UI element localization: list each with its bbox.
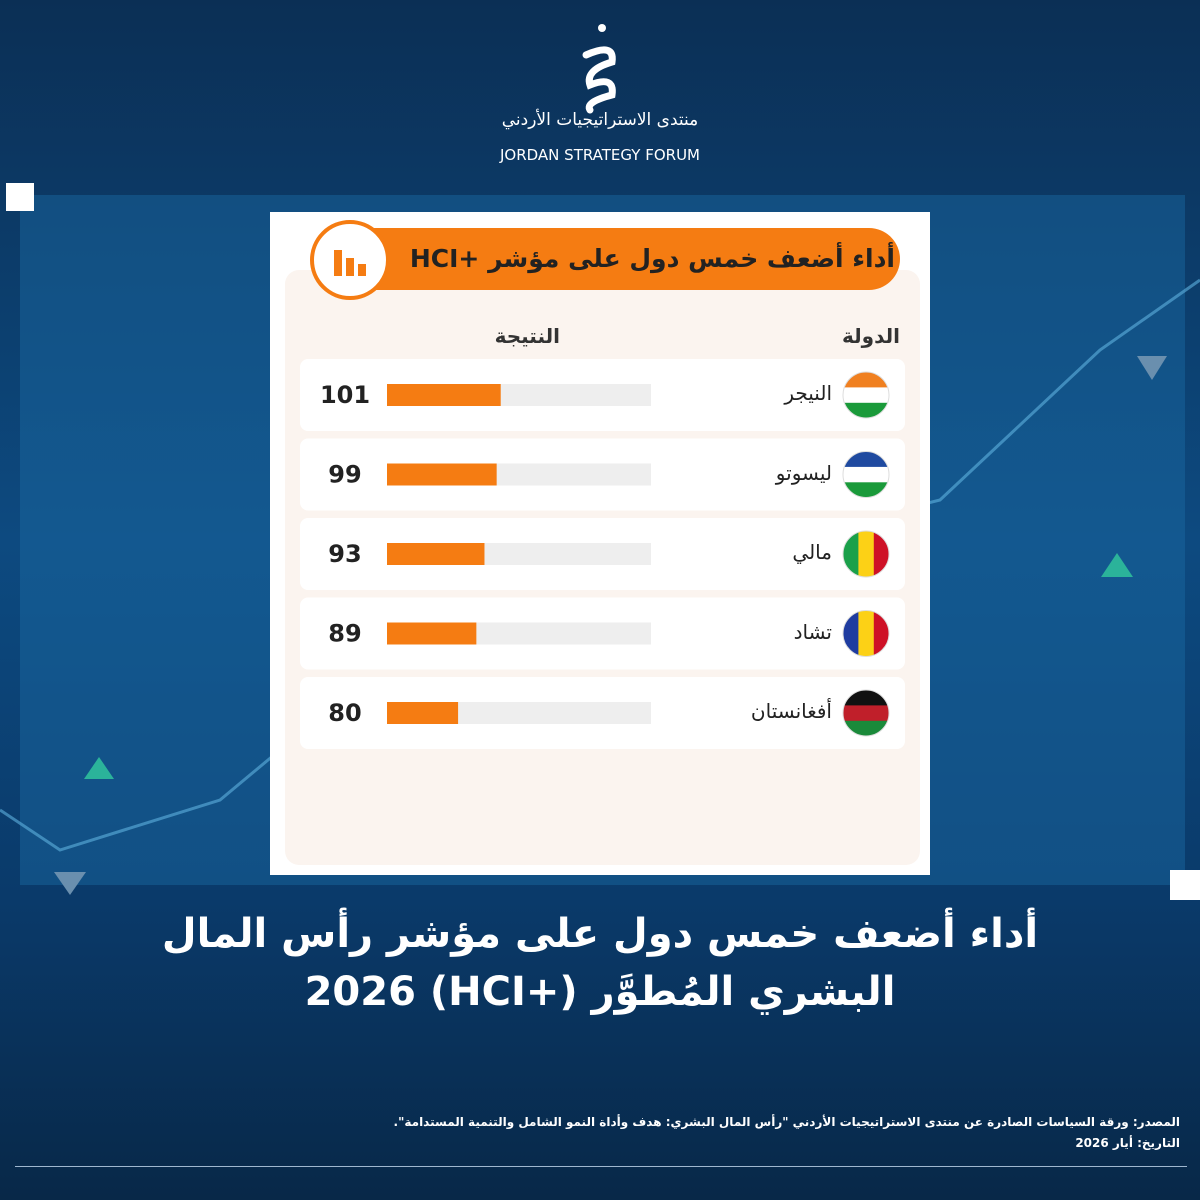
bar bbox=[387, 543, 485, 565]
flag-stripe bbox=[843, 531, 859, 577]
date: التاريخ: أيار 2026 bbox=[1075, 1136, 1180, 1150]
category-label: النيجر bbox=[784, 381, 832, 405]
decor-triangle bbox=[54, 872, 86, 895]
category-label: مالي bbox=[792, 540, 832, 564]
logo-arabic: منتدى الاستراتيجيات الأردني bbox=[501, 110, 699, 130]
flag-stripe bbox=[873, 610, 889, 657]
flag-stripe bbox=[858, 610, 874, 657]
value-label: 80 bbox=[328, 699, 361, 727]
value-label: 89 bbox=[328, 620, 361, 648]
flag-stripe bbox=[843, 402, 889, 418]
value-header: النتيجة bbox=[494, 324, 560, 348]
flag-ring bbox=[842, 451, 890, 498]
flag-ring bbox=[842, 371, 890, 419]
decor-triangle bbox=[84, 757, 114, 779]
title-pill bbox=[320, 228, 900, 290]
title-icon-bars bbox=[334, 250, 366, 276]
category-label: ليسوتو bbox=[775, 460, 832, 485]
decor-triangle bbox=[1101, 553, 1133, 577]
category-label: أفغانستان bbox=[750, 699, 832, 723]
flag-ring bbox=[842, 689, 890, 737]
flag-stripe bbox=[843, 690, 889, 706]
flag-stripe bbox=[843, 372, 889, 388]
decor-square bbox=[6, 183, 34, 211]
bar bbox=[387, 384, 501, 406]
value-label: 101 bbox=[320, 381, 370, 409]
flag-stripe bbox=[843, 720, 889, 736]
flag-stripe bbox=[843, 451, 889, 468]
category-label: تشاد bbox=[793, 619, 832, 644]
flag-stripe bbox=[858, 531, 874, 577]
category-header: الدولة bbox=[842, 324, 900, 348]
flag-stripe bbox=[843, 482, 889, 498]
flag-stripe bbox=[843, 466, 889, 483]
flag-stripe bbox=[843, 387, 889, 403]
bar bbox=[387, 463, 497, 486]
value-label: 99 bbox=[328, 461, 361, 489]
value-label: 93 bbox=[328, 540, 361, 568]
logo-english: JORDAN STRATEGY FORUM bbox=[499, 146, 700, 164]
footer-rule bbox=[15, 1166, 1187, 1167]
logo-mark bbox=[582, 24, 616, 114]
flag-ring bbox=[842, 530, 890, 578]
bar bbox=[387, 702, 459, 724]
decor-triangle bbox=[1137, 356, 1167, 380]
decor-square bbox=[1170, 870, 1200, 900]
flag-ring bbox=[842, 610, 890, 657]
flag-stripe bbox=[843, 705, 889, 721]
chart-title: أداء أضعف خمس دول على مؤشر +HCI bbox=[409, 244, 895, 273]
headline: أداء أضعف خمس دول على مؤشر رأس المال الب… bbox=[161, 911, 1039, 1015]
flag-stripe bbox=[843, 610, 859, 657]
flag-stripe bbox=[873, 531, 889, 577]
source: المصدر: ورقة السياسات الصادرة عن منتدى ا… bbox=[393, 1115, 1180, 1129]
bar bbox=[387, 622, 477, 645]
